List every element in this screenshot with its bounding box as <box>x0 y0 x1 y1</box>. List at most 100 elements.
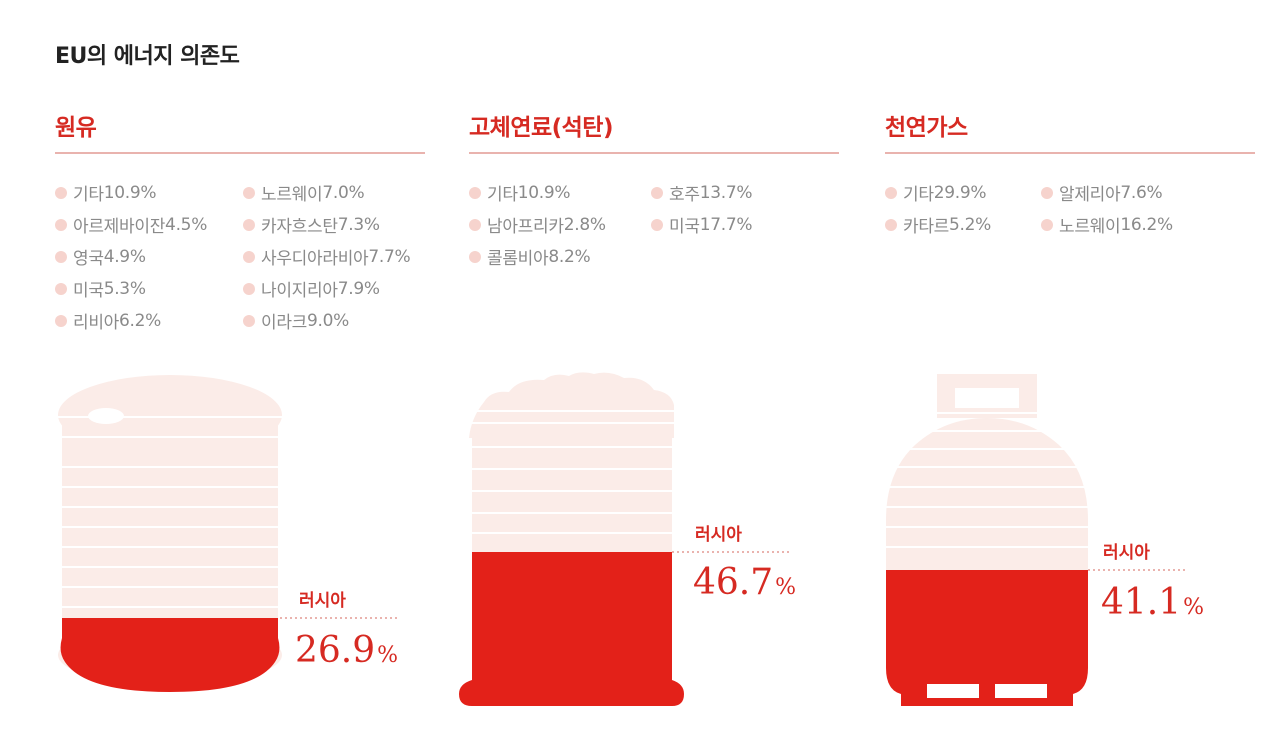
legend-dot-icon <box>1041 186 1053 199</box>
legend-percent-sign: % <box>333 310 350 331</box>
legend-item: 기타 29.9% <box>885 180 987 205</box>
legend-item: 노르웨이 16.2% <box>1041 212 1173 237</box>
legend-dot-icon <box>243 186 255 199</box>
legend-value: 29.9 <box>933 182 971 203</box>
legend-dot-icon <box>1041 218 1053 231</box>
legend-percent-sign: % <box>363 278 380 299</box>
legend-item: 사우디아라비아 7.7% <box>243 244 411 269</box>
legend-label: 이라크 <box>261 313 308 333</box>
legend-value: 7.9 <box>337 278 364 299</box>
legend-percent-sign: % <box>191 214 208 235</box>
coal-container-icon <box>459 372 789 706</box>
title-divider <box>469 152 839 154</box>
legend-value: 4.5 <box>165 214 192 235</box>
legend-dot-icon <box>651 186 663 199</box>
legend-label: 알제리아 <box>1059 185 1121 205</box>
legend-item: 호주 13.7% <box>651 180 753 205</box>
legend-item: 미국 5.3% <box>55 276 146 301</box>
legend-item: 노르웨이 7.0% <box>243 180 365 205</box>
legend-label: 기타 <box>903 185 934 205</box>
chart-panel-coal: 고체연료(석탄) 기타 10.9% 남아프리카 2.8% 콜롬비아 8.2% 호주 1… <box>459 100 841 740</box>
chart-title: 천연가스 <box>885 115 968 141</box>
legend-dot-icon <box>55 250 67 263</box>
gas-cylinder-icon <box>885 374 1185 706</box>
legend-dot-icon <box>243 282 255 295</box>
legend-item: 카타르 5.2% <box>885 212 991 237</box>
fill-russia <box>60 618 280 692</box>
percent-sign: % <box>377 643 399 668</box>
legend-item: 이라크 9.0% <box>243 308 349 333</box>
legend-value: 4.9 <box>103 246 130 267</box>
legend-item: 영국 4.9% <box>55 244 146 269</box>
legend-percent-sign: % <box>140 182 157 203</box>
legend-percent-sign: % <box>1146 182 1163 203</box>
legend-percent-sign: % <box>129 246 146 267</box>
legend-label: 노르웨이 <box>1059 217 1121 237</box>
title-divider <box>885 152 1255 154</box>
legend-dot-icon <box>243 250 255 263</box>
russia-value-number: 41.1 <box>1101 582 1182 623</box>
page-title: EU의 에너지 의존도 <box>55 44 240 69</box>
russia-value: 26.9% <box>295 630 398 671</box>
legend-value: 16.2 <box>1120 214 1158 235</box>
legend-item: 콜롬비아 8.2% <box>469 244 591 269</box>
legend-label: 카타르 <box>903 217 950 237</box>
legend-item: 미국 17.7% <box>651 212 753 237</box>
legend-item: 알제리아 7.6% <box>1041 180 1163 205</box>
legend-dot-icon <box>55 218 67 231</box>
legend-item: 나이지리아 7.9% <box>243 276 380 301</box>
chart-panel-crude-oil: 원유 기타 10.9% 아르제바이잔 4.5% 영국 4.9% 미국 5.3% 리비아 … <box>55 100 427 740</box>
legend-value: 5.2 <box>949 214 976 235</box>
legend-label: 미국 <box>73 281 104 301</box>
legend-label: 리비아 <box>73 313 120 333</box>
chart-panel-natural-gas: 천연가스 기타 29.9% 카타르 5.2% 알제리아 7.6% 노르웨이 16.2%… <box>885 100 1257 740</box>
legend-dot-icon <box>885 218 897 231</box>
legend-value: 10.9 <box>103 182 141 203</box>
fill-russia <box>886 570 1088 706</box>
legend-label: 노르웨이 <box>261 185 323 205</box>
chart-title: 고체연료(석탄) <box>469 115 613 141</box>
legend-item: 기타 10.9% <box>469 180 571 205</box>
legend-percent-sign: % <box>970 182 987 203</box>
fill-russia <box>459 552 684 706</box>
legend-value: 5.3 <box>103 278 130 299</box>
russia-value: 46.7% <box>693 562 796 603</box>
chart-title: 원유 <box>55 115 97 141</box>
legend-value: 6.2 <box>119 310 146 331</box>
legend-dot-icon <box>651 218 663 231</box>
legend-percent-sign: % <box>1157 214 1173 235</box>
legend-item: 아르제바이잔 4.5% <box>55 212 207 237</box>
legend-item: 카자흐스탄 7.3% <box>243 212 380 237</box>
legend-percent-sign: % <box>736 182 753 203</box>
legend-percent-sign: % <box>975 214 992 235</box>
legend-dot-icon <box>55 314 67 327</box>
legend-value: 17.7 <box>699 214 737 235</box>
legend-label: 카자흐스탄 <box>261 217 338 237</box>
legend-value: 7.6 <box>1120 182 1147 203</box>
russia-value-number: 46.7 <box>693 562 774 603</box>
russia-value: 41.1% <box>1101 582 1204 623</box>
legend-dot-icon <box>243 218 255 231</box>
legend-item: 리비아 6.2% <box>55 308 161 333</box>
legend-value: 8.2 <box>548 246 575 267</box>
percent-sign: % <box>775 575 797 600</box>
legend-label: 사우디아라비아 <box>261 249 369 269</box>
legend-percent-sign: % <box>554 182 571 203</box>
legend-label: 기타 <box>487 185 518 205</box>
legend-label: 나이지리아 <box>261 281 338 301</box>
legend-dot-icon <box>55 282 67 295</box>
legend-label: 남아프리카 <box>487 217 564 237</box>
legend-percent-sign: % <box>145 310 162 331</box>
legend-label: 영국 <box>73 249 104 269</box>
russia-value-number: 26.9 <box>295 630 376 671</box>
legend-label: 호주 <box>669 185 700 205</box>
legend-value: 7.0 <box>322 182 349 203</box>
legend-value: 7.3 <box>337 214 364 235</box>
legend-value: 2.8 <box>563 214 590 235</box>
legend-value: 9.0 <box>307 310 334 331</box>
legend-dot-icon <box>469 218 481 231</box>
russia-label: 러시아 <box>1103 543 1150 563</box>
legend-percent-sign: % <box>394 246 411 267</box>
legend-label: 기타 <box>73 185 104 205</box>
title-divider <box>55 152 425 154</box>
